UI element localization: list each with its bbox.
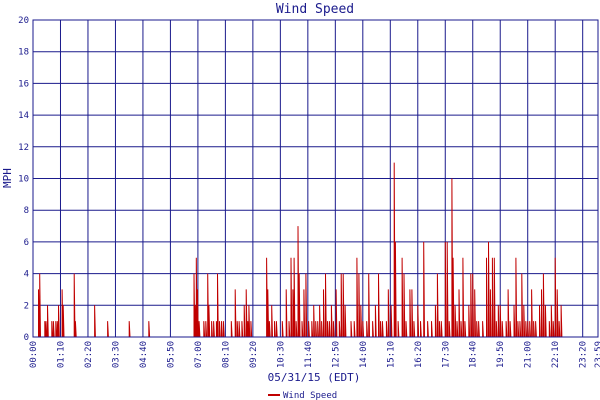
x-tick-label: 19:50 (496, 341, 506, 368)
x-tick-label: 12:50 (331, 341, 341, 368)
legend-label: Wind Speed (283, 391, 337, 400)
x-tick-label: 00:00 (29, 341, 39, 368)
x-tick-label: 17:30 (441, 341, 451, 368)
x-tick-label: 05:50 (166, 341, 176, 368)
y-tick-label: 12 (18, 143, 29, 153)
x-tick-label: 22:10 (551, 341, 561, 368)
y-tick-label: 6 (24, 238, 29, 248)
y-axis-label: MPH (1, 168, 14, 188)
x-tick-label: 21:00 (524, 341, 534, 368)
x-tick-label: 03:30 (111, 341, 121, 368)
y-tick-label: 8 (24, 206, 29, 216)
chart-title: Wind Speed (276, 2, 354, 17)
x-tick-label: 09:20 (249, 341, 259, 368)
x-tick-label: 08:10 (221, 341, 231, 368)
x-tick-label: 16:20 (414, 341, 424, 368)
x-tick-label: 04:40 (139, 341, 149, 368)
x-tick-label: 11:40 (304, 341, 314, 368)
x-tick-label: 23:59 (594, 341, 600, 368)
y-tick-label: 0 (24, 333, 29, 343)
x-tick-label: 02:20 (84, 341, 94, 368)
x-tick-label: 01:10 (56, 341, 66, 368)
series-group (38, 162, 563, 338)
x-tick-labels: 00:00 01:10 02:20 03:30 04:40 05:50 07:00 08:10… (29, 341, 600, 368)
y-tick-label: 4 (24, 270, 29, 280)
x-tick-label: 07:00 (194, 341, 204, 368)
legend: Wind Speed (268, 391, 337, 400)
grid (32, 19, 599, 338)
plot-area-frame (32, 19, 599, 338)
x-tick-label: 10:30 (276, 341, 286, 368)
x-tick-label: 15:10 (386, 341, 396, 368)
series-line-wind-speed (38, 162, 563, 338)
y-tick-label: 2 (24, 301, 29, 311)
y-tick-label: 20 (18, 16, 29, 26)
y-tick-label: 16 (18, 79, 29, 89)
x-tick-label: 18:40 (469, 341, 479, 368)
x-axis-label: 05/31/15 (EDT) (268, 371, 361, 384)
y-tick-label: 10 (18, 175, 29, 185)
y-tick-label: 14 (18, 111, 29, 121)
y-tick-label: 18 (18, 48, 29, 58)
x-tick-label: 14:00 (359, 341, 369, 368)
x-tick-label: 23:20 (579, 341, 589, 368)
y-tick-labels: 0 2 4 6 8 10 12 14 16 18 20 (18, 16, 29, 343)
